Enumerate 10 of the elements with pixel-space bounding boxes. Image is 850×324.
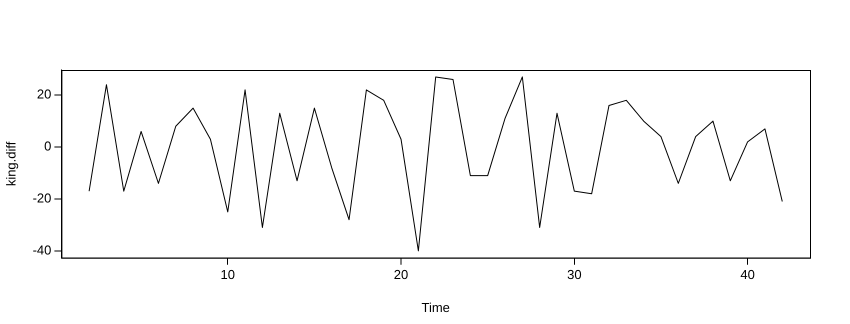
y-tick-label: -20: [32, 190, 52, 206]
y-axis-title: king.diff: [3, 141, 18, 186]
x-tick-label: 10: [220, 267, 235, 282]
x-tick-label: 30: [567, 267, 582, 282]
x-axis-title: Time: [421, 300, 450, 315]
y-tick-label: 0: [44, 138, 52, 154]
y-tick-label: 20: [36, 86, 52, 102]
x-tick-label: 40: [740, 267, 755, 282]
y-tick-label: -40: [32, 242, 52, 258]
x-tick-label: 20: [394, 267, 408, 282]
